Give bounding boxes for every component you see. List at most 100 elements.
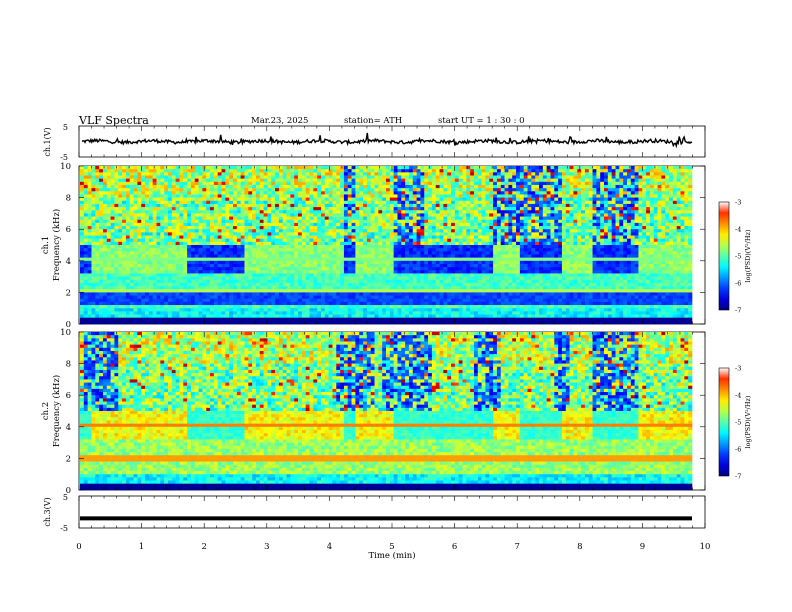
spectrogram-cell	[363, 175, 368, 179]
spectrogram-cell	[240, 210, 245, 214]
spectrogram-cell	[408, 235, 414, 239]
spectrogram-cell	[183, 314, 188, 318]
spectrogram-cell	[366, 245, 372, 249]
spectrogram-cell	[366, 194, 372, 198]
spectrogram-cell	[370, 248, 375, 252]
spectrogram-cell	[125, 207, 131, 211]
spectrogram-cell	[190, 263, 196, 268]
spectrogram-cell	[91, 178, 96, 183]
spectrogram-cell	[217, 235, 222, 239]
spectrogram-cell	[160, 308, 165, 312]
spectrogram-cell	[428, 257, 433, 262]
spectrogram-cell	[278, 295, 284, 300]
spectrogram-cell	[110, 308, 115, 312]
spectrogram-cell	[271, 194, 276, 198]
spectrogram-cell	[164, 273, 169, 277]
spectrogram-cell	[332, 267, 337, 271]
spectrogram-cell	[359, 175, 364, 179]
spectrogram-cell	[447, 194, 452, 198]
spectrogram-cell	[156, 219, 161, 224]
spectrogram-cell	[405, 251, 410, 255]
spectrogram-cell	[225, 229, 230, 233]
spectrogram-cell	[405, 166, 410, 170]
spectrogram-cell	[278, 181, 284, 186]
spectrogram-cell	[179, 203, 184, 208]
spectrogram-cell	[252, 298, 257, 303]
spectrogram-cell	[393, 292, 398, 296]
spectrogram-cell	[301, 166, 306, 170]
spectrogram-cell	[408, 289, 414, 293]
spectrogram-cell	[443, 245, 448, 249]
spectrogram-cell	[133, 232, 138, 236]
spectrogram-cell	[408, 282, 414, 287]
spectrogram-cell	[393, 314, 398, 318]
spectrogram-cell	[148, 279, 153, 284]
spectrogram-cell	[152, 301, 157, 306]
spectrogram-cell	[439, 229, 444, 233]
spectrogram-cell	[359, 320, 364, 325]
spectrogram-cell	[202, 308, 207, 312]
spectrogram-cell	[336, 210, 341, 214]
spectrogram-cell	[110, 219, 115, 224]
spectrogram-cell	[290, 207, 295, 211]
spectrogram-cell	[167, 254, 173, 258]
spectrogram-cell	[408, 169, 414, 173]
spectrogram-cell	[133, 169, 138, 173]
spectrogram-cell	[145, 317, 150, 322]
spectrogram-cell	[187, 254, 192, 258]
spectrogram-cell	[439, 298, 444, 303]
spectrogram-cell	[282, 314, 287, 318]
spectrogram-cell	[336, 301, 341, 306]
spectrogram-cell	[278, 257, 284, 262]
spectrogram-cell	[386, 251, 391, 255]
spectrogram-cell	[401, 270, 406, 274]
spectrogram-cell	[160, 298, 165, 303]
spectrogram-cell	[290, 257, 295, 262]
spectrogram-cell	[80, 219, 85, 224]
spectrogram-cell	[282, 317, 287, 322]
spectrogram-cell	[141, 200, 146, 205]
spectrogram-cell	[210, 232, 215, 236]
spectrogram-cell	[133, 241, 138, 246]
spectrogram-cell	[213, 169, 219, 173]
spectrogram-cell	[263, 226, 268, 230]
spectrogram-cell	[240, 267, 245, 271]
spectrogram-cell	[301, 273, 306, 277]
spectrogram-cell	[340, 207, 345, 211]
spectrogram-cell	[431, 200, 437, 205]
spectrogram-cell	[416, 166, 421, 170]
spectrogram-cell	[206, 248, 211, 252]
spectrogram-cell	[324, 254, 329, 258]
spectrogram-cell	[412, 254, 417, 258]
spectrogram-cell	[355, 305, 360, 309]
spectrogram-cell	[118, 267, 123, 271]
spectrogram-cell	[370, 238, 375, 243]
spectrogram-cell	[206, 273, 211, 277]
spectrogram-cell	[240, 207, 245, 211]
spectrogram-cell	[122, 251, 127, 255]
spectrogram-cell	[351, 292, 356, 296]
spectrogram-cell	[148, 270, 153, 274]
spectrogram-cell	[91, 282, 96, 287]
spectrogram-cell	[267, 282, 272, 287]
spectrogram-cell	[252, 305, 257, 309]
spectrogram-cell	[401, 188, 406, 192]
spectrogram-cell	[428, 245, 433, 249]
spectrogram-cell	[435, 203, 440, 208]
spectrogram-cell	[102, 222, 108, 227]
spectrogram-cell	[183, 270, 188, 274]
spectrogram-cell	[298, 194, 303, 198]
spectrogram-cell	[87, 292, 92, 296]
spectrogram-cell	[374, 210, 379, 214]
spectrogram-cell	[145, 270, 150, 274]
spectrogram-cell	[401, 317, 406, 322]
spectrogram-cell	[435, 241, 440, 246]
spectrogram-cell	[229, 273, 234, 277]
spectrogram-cell	[248, 210, 253, 214]
spectrogram-cell	[102, 216, 108, 221]
spectrogram-cell	[267, 260, 272, 265]
spectrogram-cell	[118, 213, 123, 217]
spectrogram-cell	[416, 210, 421, 214]
spectrogram-cell	[236, 232, 241, 236]
spectrogram-cell	[290, 270, 295, 274]
